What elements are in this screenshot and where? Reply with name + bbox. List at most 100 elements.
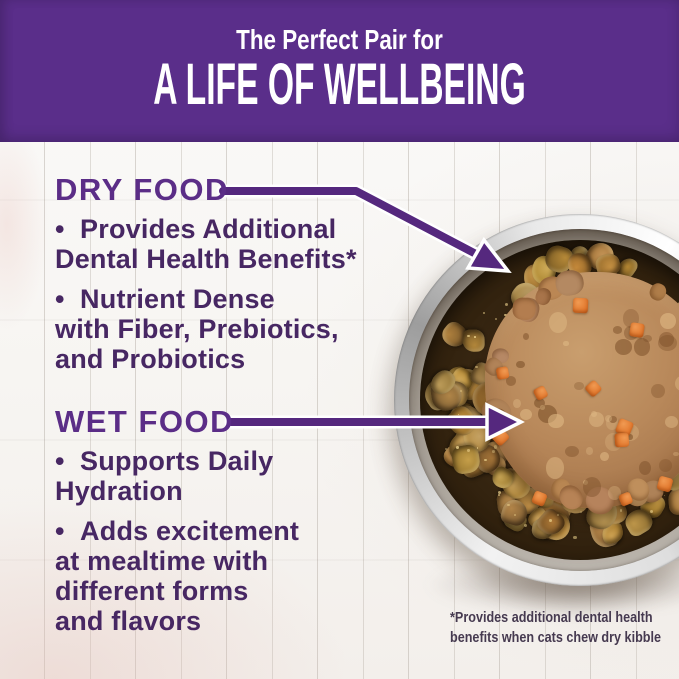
pate-texture-dot xyxy=(583,476,602,497)
wet-food-heading: WET FOOD xyxy=(55,404,235,439)
pate-texture-dot xyxy=(614,339,632,355)
bullet-line: • Supports Daily xyxy=(55,446,274,476)
pate-texture-dot xyxy=(585,447,594,455)
bullet-line: Hydration xyxy=(55,476,183,506)
bullet-item: • Provides Additional Dental Health Bene… xyxy=(55,214,415,274)
pate-texture-dot xyxy=(513,399,521,409)
pate-texture-dot xyxy=(651,383,665,398)
kibble-speckle xyxy=(444,448,447,451)
footnote: *Provides additional dental health benef… xyxy=(450,608,661,648)
pate-texture-dot xyxy=(590,410,597,417)
kibble-speckle xyxy=(493,445,497,449)
bullet-line: • Adds excitement xyxy=(55,516,300,546)
pate-texture-dot xyxy=(582,479,589,485)
kibble-piece xyxy=(463,329,486,352)
carrot-piece xyxy=(496,366,510,380)
kibble-speckle xyxy=(504,302,508,306)
banner-title: A LIFE OF WELLBEING xyxy=(153,52,526,117)
kibble-speckle xyxy=(579,511,583,514)
bullet-line: • Provides Additional xyxy=(55,214,337,244)
bullet-line: with Fiber, Prebiotics, xyxy=(55,314,339,344)
dry-food-bullets: • Provides Additional Dental Health Bene… xyxy=(55,214,415,384)
pate-texture-dot xyxy=(643,335,653,343)
pate-texture-dot xyxy=(626,433,633,440)
carrot-piece xyxy=(572,297,588,313)
footnote-line: *Provides additional dental health xyxy=(450,610,653,626)
kibble-speckle xyxy=(466,334,470,338)
kibble-speckle xyxy=(451,417,454,420)
kibble-speckle xyxy=(459,390,463,393)
pate-texture-dot xyxy=(574,381,584,390)
bullet-line: and flavors xyxy=(55,606,202,636)
carrot-piece xyxy=(614,432,630,448)
kibble-speckle xyxy=(619,508,623,512)
bullet-line: • Nutrient Dense xyxy=(55,284,275,314)
dry-food-heading: DRY FOOD xyxy=(55,172,229,207)
pate-texture-dot xyxy=(599,451,609,462)
pate-texture-dot xyxy=(633,338,651,357)
kibble-speckle xyxy=(476,447,479,449)
bowl-photo xyxy=(394,214,679,586)
kibble-speckle xyxy=(497,491,501,495)
carrot-piece xyxy=(629,322,645,338)
pate-texture-dot xyxy=(659,331,674,347)
kibble-speckle xyxy=(494,318,497,321)
kibble-speckle xyxy=(506,503,510,507)
kibble-speckle xyxy=(663,494,666,497)
pate-texture-dot xyxy=(548,311,568,334)
pate-chunk xyxy=(646,280,669,304)
pate-chunk xyxy=(512,297,537,321)
pate-texture-dot xyxy=(534,397,546,408)
kibble-speckle xyxy=(484,459,487,462)
kibble-area xyxy=(420,240,679,560)
pate-texture-dot xyxy=(505,375,517,386)
pate-texture-dot xyxy=(665,415,679,428)
kibble-speckle xyxy=(467,449,470,452)
bullet-line: different forms xyxy=(55,576,249,606)
bullet-line: and Probiotics xyxy=(55,344,246,374)
kibble-speckle xyxy=(650,510,654,514)
pate-texture-dot xyxy=(564,445,580,458)
kibble-speckle xyxy=(482,312,485,315)
pate-texture-dot xyxy=(658,458,673,472)
wet-food-pate xyxy=(476,268,679,517)
kibble-speckle xyxy=(492,449,496,453)
pate-texture-dot xyxy=(657,335,678,352)
pate-texture-dot xyxy=(675,375,679,392)
bullet-item: • Nutrient Dense with Fiber, Prebiotics,… xyxy=(55,284,415,374)
pate-texture-dot xyxy=(608,486,621,501)
pate-texture-dot xyxy=(522,332,529,340)
bullet-line: at mealtime with xyxy=(55,546,269,576)
wet-food-bullets: • Supports Daily Hydration • Adds excite… xyxy=(55,446,415,646)
pate-chunk xyxy=(554,268,586,298)
kibble-speckle xyxy=(457,413,460,416)
pate-texture-dot xyxy=(612,326,623,334)
pate-texture-dot xyxy=(660,313,677,329)
pate-texture-dot xyxy=(520,409,532,421)
kibble-speckle xyxy=(514,513,517,516)
kibble-speckle xyxy=(573,535,577,540)
pate-texture-dot xyxy=(638,460,651,475)
pate-texture-dot xyxy=(516,360,525,369)
header-banner: The Perfect Pair for A LIFE OF WELLBEING xyxy=(0,0,679,142)
bullet-line: Dental Health Benefits* xyxy=(55,244,357,274)
bullet-item: • Adds excitement at mealtime with diffe… xyxy=(55,516,415,636)
kibble-speckle xyxy=(455,446,459,449)
carrot-piece xyxy=(584,379,603,398)
kibble-speckle xyxy=(557,514,560,517)
pate-texture-dot xyxy=(540,404,546,410)
kibble-speckle xyxy=(473,336,476,339)
footnote-line: benefits when cats chew dry kibble xyxy=(450,630,662,646)
bullet-item: • Supports Daily Hydration xyxy=(55,446,415,506)
pate-texture-dot xyxy=(589,411,605,427)
banner-subtitle: The Perfect Pair for xyxy=(236,24,443,55)
pate-texture-dot xyxy=(604,415,612,423)
kibble-speckle xyxy=(497,494,500,496)
kibble-speckle xyxy=(523,523,527,527)
pate-texture-dot xyxy=(548,413,564,429)
pate-texture-dot xyxy=(545,456,565,479)
kibble-speckle xyxy=(549,519,552,522)
pate-texture-dot xyxy=(673,451,679,457)
kibble-speckle xyxy=(475,365,478,368)
